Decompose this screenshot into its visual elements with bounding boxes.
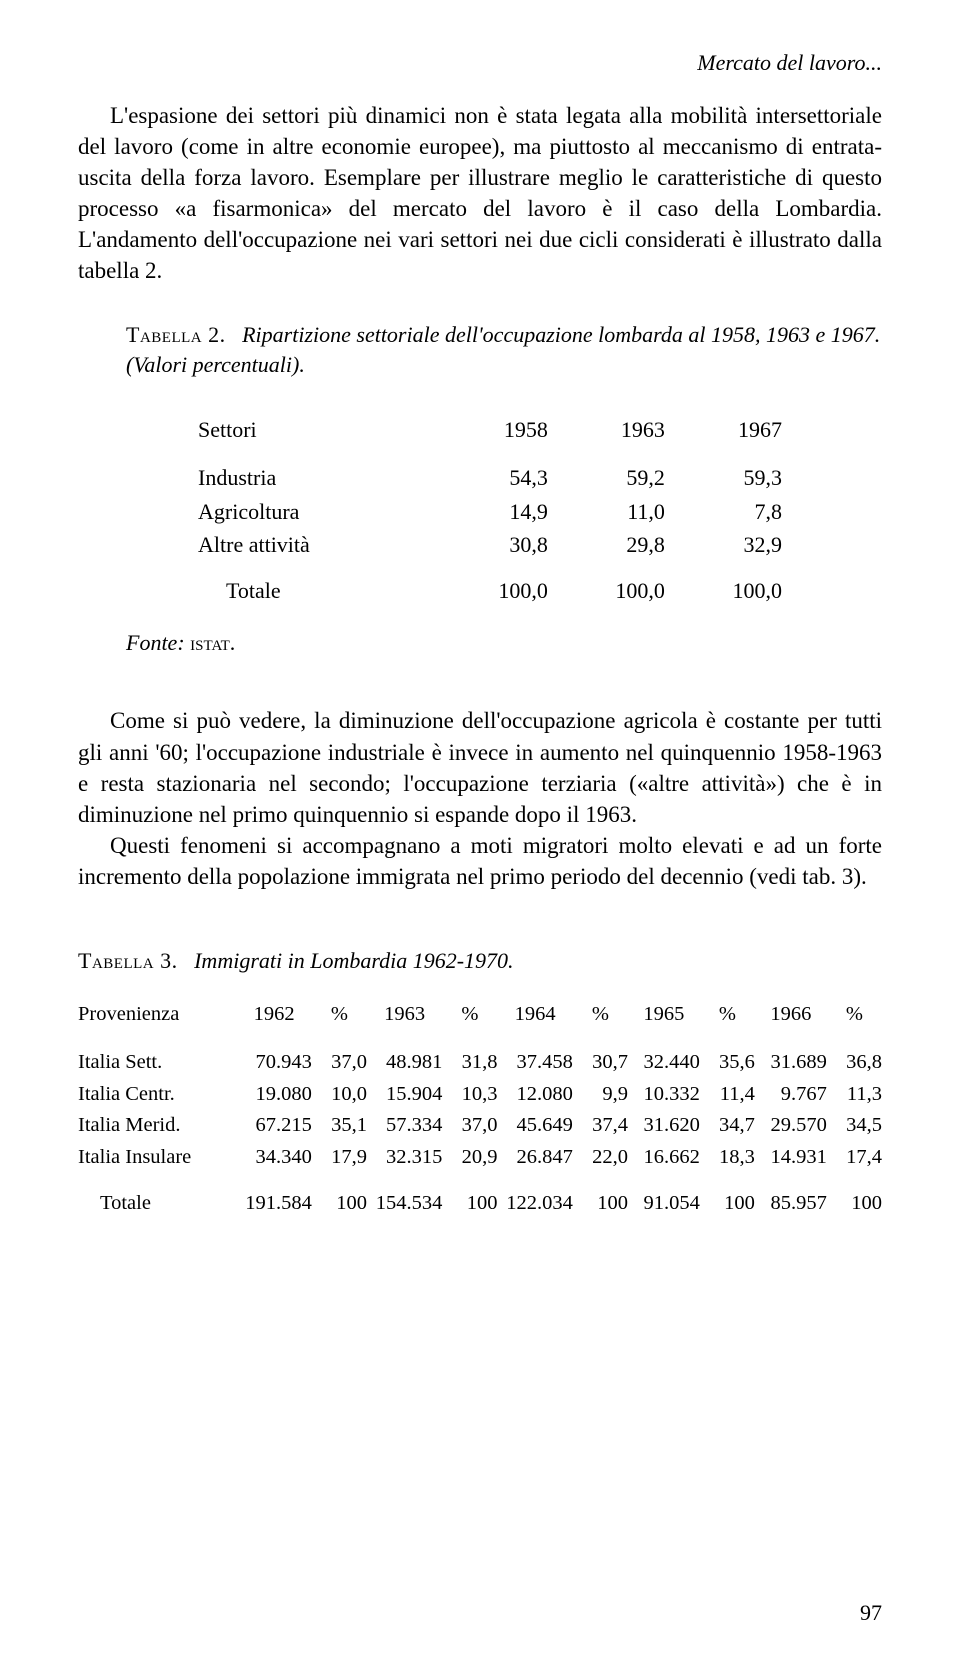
table2-sector-header: Settori xyxy=(198,413,431,461)
page-number: 97 xyxy=(860,1598,882,1628)
table-row: Agricoltura 14,9 11,0 7,8 xyxy=(198,495,782,529)
table-row: Altre attività 30,8 29,8 32,9 xyxy=(198,528,782,562)
table2-year-1: 1963 xyxy=(548,413,665,461)
table2-caption: Tabella 2. Ripartizione settoriale dell'… xyxy=(126,320,882,379)
table2-source: Fonte: istat. xyxy=(126,628,882,658)
table3-title: Immigrati in Lombardia 1962-1970. xyxy=(194,948,513,973)
paragraph-3: Questi fenomeni si accompagnano a moti m… xyxy=(78,830,882,892)
table-row: Italia Insulare 34.340 17,9 32.315 20,9 … xyxy=(78,1142,882,1174)
table2-year-0: 1958 xyxy=(431,413,548,461)
fonte-label: Fonte: xyxy=(126,630,185,655)
table2: Settori 1958 1963 1967 Industria 54,3 59… xyxy=(198,413,782,613)
table-row: Italia Merid. 67.215 35,1 57.334 37,0 45… xyxy=(78,1110,882,1142)
table-row: Industria 54,3 59,2 59,3 xyxy=(198,461,782,495)
running-header: Mercato del lavoro... xyxy=(78,48,882,78)
table2-year-2: 1967 xyxy=(665,413,782,461)
table2-title: Ripartizione settoriale dell'occupazione… xyxy=(126,322,880,377)
table-row: Italia Centr. 19.080 10,0 15.904 10,3 12… xyxy=(78,1079,882,1111)
t2-row2-label: Altre attività xyxy=(198,528,431,562)
table3: Provenienza 1962 % 1963 % 1964 % 1965 % … xyxy=(78,999,882,1219)
table2-total-row: Totale 100,0 100,0 100,0 xyxy=(198,562,782,614)
table3-total-row: Totale 191.584 100 154.534 100 122.034 1… xyxy=(78,1174,882,1220)
fonte-value: istat. xyxy=(190,630,235,655)
paragraph-2: Come si può vedere, la diminuzione dell'… xyxy=(78,705,882,829)
table3-label: Tabella 3. xyxy=(78,948,178,973)
paragraph-1: L'espasione dei settori più dinamici non… xyxy=(78,100,882,286)
t3-prov-header: Provenienza xyxy=(78,999,236,1047)
table2-header-row: Settori 1958 1963 1967 xyxy=(198,413,782,461)
page: Mercato del lavoro... L'espasione dei se… xyxy=(0,0,960,1664)
t2-total-label: Totale xyxy=(198,562,431,614)
table-row: Italia Sett. 70.943 37,0 48.981 31,8 37.… xyxy=(78,1047,882,1079)
t2-row0-label: Industria xyxy=(198,461,431,495)
table2-label: Tabella 2. xyxy=(126,322,226,347)
t2-row1-label: Agricoltura xyxy=(198,495,431,529)
table3-caption: Tabella 3. Immigrati in Lombardia 1962-1… xyxy=(78,946,882,976)
table3-header-row: Provenienza 1962 % 1963 % 1964 % 1965 % … xyxy=(78,999,882,1047)
